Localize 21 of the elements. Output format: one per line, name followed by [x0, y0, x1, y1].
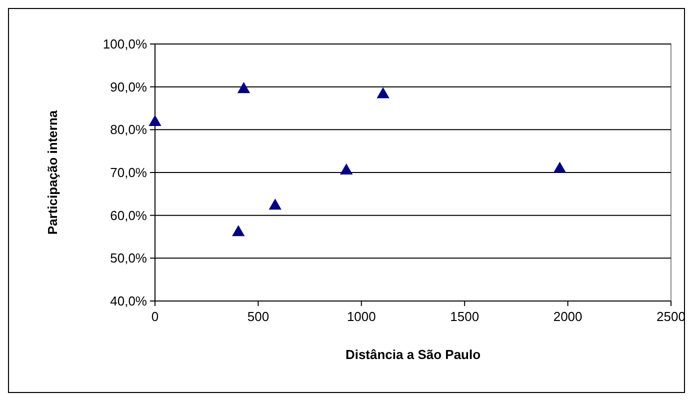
x-axis-title: Distância a São Paulo: [345, 347, 481, 362]
y-tick-label: 80,0%: [110, 122, 148, 138]
point: [148, 115, 162, 126]
y-tick-label: 100,0%: [102, 36, 148, 52]
point: [340, 163, 353, 174]
x-tick-label: 2000: [553, 309, 582, 324]
point: [237, 82, 250, 94]
x-tick-label: 1500: [450, 309, 480, 324]
y-tick-label: 60,0%: [110, 208, 148, 223]
y-tick-label: 50,0%: [110, 250, 148, 266]
x-tick-label: 0: [151, 309, 159, 324]
y-tick-label: 40,0%: [110, 294, 148, 309]
point: [376, 87, 390, 98]
point: [268, 198, 282, 210]
y-axis-title: Participação interna: [45, 110, 60, 235]
x-tick-label: 500: [247, 309, 270, 324]
y-tick-label: 70,0%: [110, 165, 148, 180]
x-tick-label: 1000: [346, 309, 376, 324]
point: [232, 225, 245, 236]
y-tick-label: 90,0%: [110, 79, 148, 94]
point: [553, 162, 566, 173]
